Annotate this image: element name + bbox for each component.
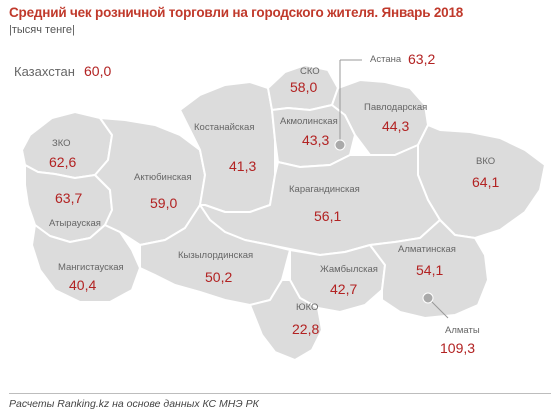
label-yuko: ЮКО bbox=[296, 302, 319, 313]
value-sko: 58,0 bbox=[290, 79, 318, 95]
country-name: Казахстан bbox=[14, 64, 75, 79]
label-mangystau: Мангистауская bbox=[58, 262, 124, 273]
value-atyrau: 63,7 bbox=[55, 190, 83, 206]
label-atyrau: Атырауская bbox=[49, 218, 101, 229]
value-zhambyl: 42,7 bbox=[330, 281, 358, 297]
label-almaty-region: Алматинская bbox=[398, 244, 456, 255]
region-kyzylorda[interactable] bbox=[139, 204, 291, 306]
value-pavlodar: 44,3 bbox=[382, 118, 410, 134]
chart-title: Средний чек розничной торговли на городс… bbox=[9, 5, 464, 20]
value-zko: 62,6 bbox=[49, 154, 77, 170]
label-karaganda: Карагандинская bbox=[289, 184, 360, 195]
label-akmola: Акмолинская bbox=[280, 116, 338, 127]
region-yuko[interactable] bbox=[249, 279, 323, 361]
label-kostanay: Костанайская bbox=[194, 122, 255, 133]
label-zko: ЗКО bbox=[52, 138, 71, 149]
value-karaganda: 56,1 bbox=[314, 208, 342, 224]
label-astana: Астана bbox=[370, 54, 402, 65]
footer-divider bbox=[9, 393, 551, 394]
label-kyzylorda: Кызылординская bbox=[178, 250, 254, 261]
value-vko: 64,1 bbox=[472, 174, 500, 190]
source-note: Расчеты Ranking.kz на основе данных КС М… bbox=[9, 398, 259, 410]
value-yuko: 22,8 bbox=[292, 321, 320, 337]
country-value: 60,0 bbox=[84, 63, 112, 79]
value-kyzylorda: 50,2 bbox=[205, 269, 233, 285]
value-mangystau: 40,4 bbox=[69, 277, 97, 293]
value-almaty-city: 109,3 bbox=[440, 340, 476, 356]
astana-marker[interactable] bbox=[334, 139, 346, 151]
label-pavlodar: Павлодарская bbox=[364, 102, 428, 113]
value-almaty-region: 54,1 bbox=[416, 262, 444, 278]
region-akmola[interactable] bbox=[271, 104, 356, 168]
label-aktobe: Актюбинская bbox=[134, 172, 192, 183]
region-almaty[interactable] bbox=[369, 219, 489, 319]
value-akmola: 43,3 bbox=[302, 132, 330, 148]
value-astana: 63,2 bbox=[408, 51, 436, 67]
unit-label: |тысяч тенге| bbox=[9, 24, 75, 36]
label-sko: СКО bbox=[300, 66, 320, 77]
label-almaty-city: Алматы bbox=[445, 325, 480, 336]
value-aktobe: 59,0 bbox=[150, 195, 178, 211]
almaty-marker[interactable] bbox=[422, 292, 434, 304]
label-zhambyl: Жамбылская bbox=[320, 264, 378, 275]
value-kostanay: 41,3 bbox=[229, 158, 257, 174]
label-vko: ВКО bbox=[476, 156, 496, 167]
